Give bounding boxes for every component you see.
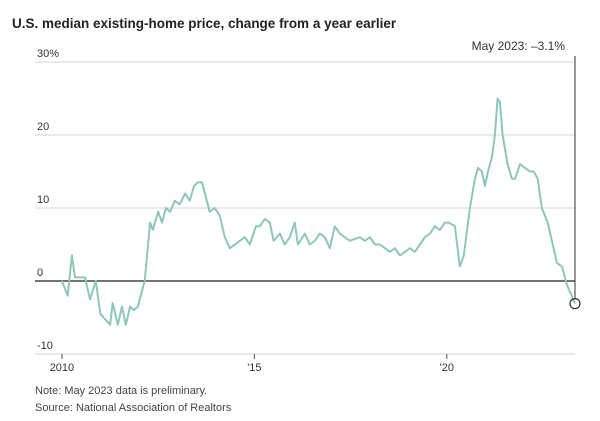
y-tick-label: 30% [37,48,59,60]
y-tick-label: 0 [37,267,43,279]
y-tick-label: 20 [37,121,49,133]
x-tick-label: '15 [247,362,261,374]
source: Source: National Association of Realtors [35,402,232,414]
y-tick-label: 10 [37,194,49,206]
y-tick-label: -10 [37,340,53,352]
chart-title: U.S. median existing-home price, change … [12,16,397,31]
x-tick-label: '20 [440,362,454,374]
line [60,97,576,326]
end-marker [569,298,581,310]
x-tick-label: 2010 [50,362,74,374]
annotation: May 2023: –3.1% [472,39,566,53]
note: Note: May 2023 data is preliminary. [35,385,207,397]
